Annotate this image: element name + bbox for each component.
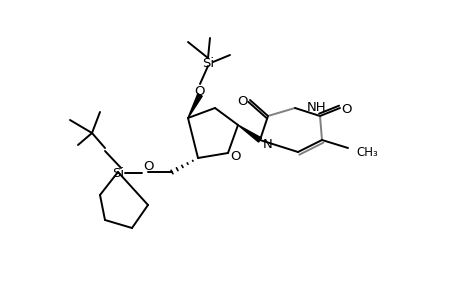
Text: O: O: [143, 160, 154, 173]
Text: Si: Si: [202, 57, 213, 70]
Polygon shape: [237, 125, 261, 142]
Text: O: O: [341, 103, 352, 116]
Text: NH: NH: [306, 101, 326, 114]
Polygon shape: [188, 94, 202, 118]
Text: Si: Si: [112, 167, 124, 180]
Text: CH₃: CH₃: [355, 146, 377, 159]
Text: O: O: [194, 85, 205, 98]
Text: O: O: [237, 95, 248, 108]
Text: O: O: [230, 150, 241, 163]
Text: N: N: [263, 138, 272, 151]
